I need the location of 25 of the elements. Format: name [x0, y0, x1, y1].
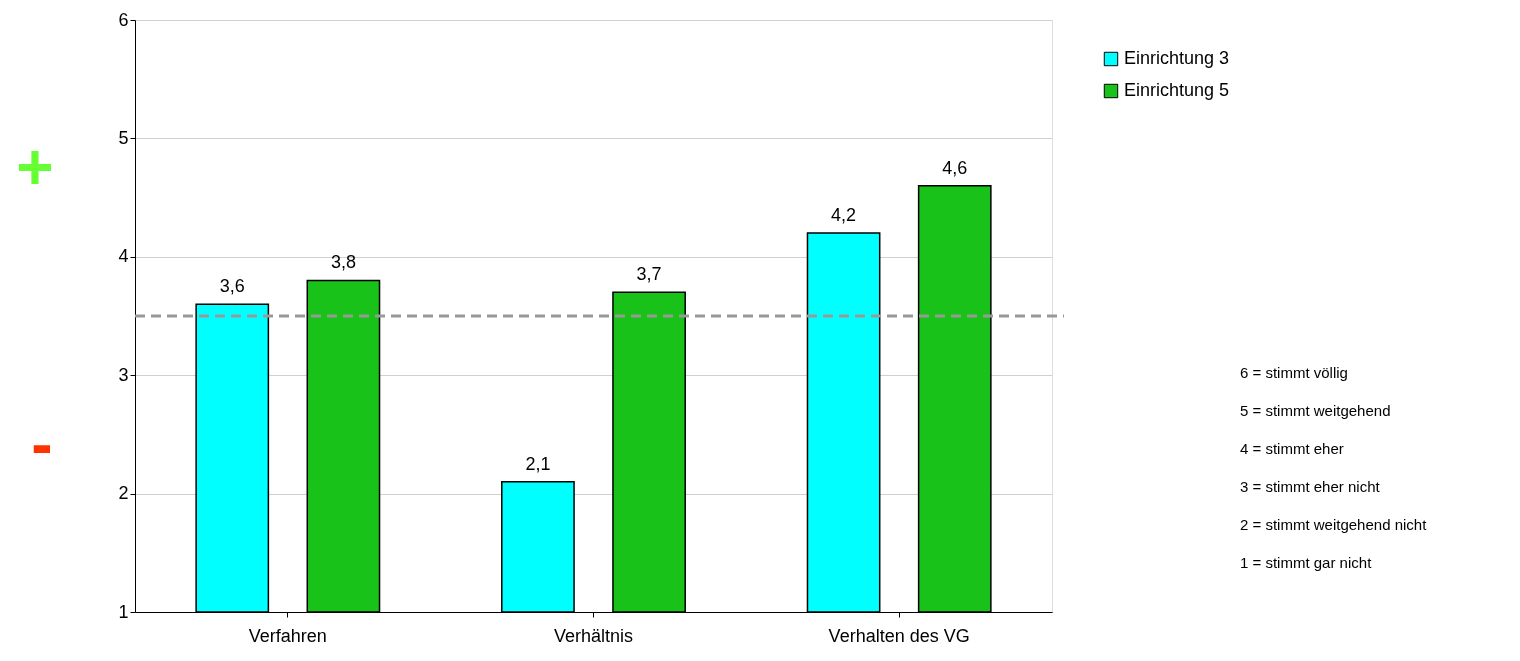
text: 6 = stimmt völlig — [1240, 364, 1348, 381]
data-label: 4,2 — [831, 205, 857, 226]
data-label: 3,8 — [330, 252, 356, 273]
text: 2 = stimmt weitgehend nicht — [1240, 516, 1428, 533]
data-label: 3,6 — [219, 276, 245, 297]
legend-label: Einrichtung 5 — [1124, 80, 1230, 100]
text: 5 = stimmt weitgehend — [1240, 402, 1391, 419]
data-label: 2,1 — [525, 453, 551, 474]
y-tick-label: 6 — [118, 9, 129, 30]
x-tick-label: Verhältnis — [553, 625, 634, 646]
text: 4 = stimmt eher — [1240, 440, 1344, 457]
text: - — [31, 408, 53, 480]
data-label: 3,7 — [636, 264, 662, 285]
text: 1 = stimmt gar nicht — [1240, 554, 1373, 571]
data-label: 4,6 — [942, 157, 968, 178]
y-tick-label: 5 — [118, 127, 129, 148]
legend-label: Einrichtung 3 — [1124, 48, 1230, 68]
x-tick-label: Verhalten des VG — [828, 625, 970, 646]
y-tick-label: 3 — [118, 364, 129, 385]
x-tick-label: Verfahren — [248, 625, 327, 646]
text: + — [16, 131, 54, 203]
y-tick-label: 4 — [118, 246, 129, 267]
y-tick-label: 1 — [118, 601, 129, 622]
text: 3 = stimmt eher nicht — [1240, 478, 1381, 495]
y-tick-label: 2 — [118, 483, 129, 504]
